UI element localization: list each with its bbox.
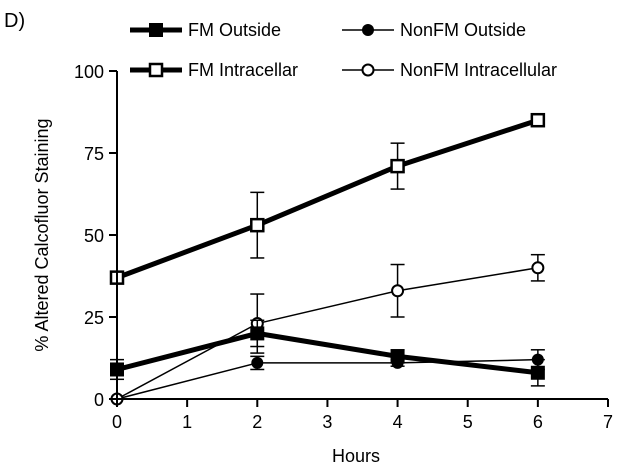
panel-label: D) — [4, 10, 25, 32]
series-0 — [110, 319, 545, 387]
legend-marker — [149, 23, 163, 37]
data-point — [530, 365, 545, 380]
x-tick-label: 3 — [322, 412, 332, 432]
data-point — [390, 158, 405, 174]
x-tick-label: 5 — [463, 412, 473, 432]
x-tick-label: 0 — [112, 412, 122, 432]
x-tick-label: 1 — [182, 412, 192, 432]
legend: FM Outside NonFM Outside FM Intracellar Non… — [130, 20, 557, 80]
series-2 — [109, 112, 546, 285]
y-tick-label: 0 — [94, 390, 104, 410]
legend-marker — [361, 63, 375, 77]
series-3 — [110, 253, 545, 406]
series-line — [116, 330, 539, 376]
x-axis-label: Hours — [332, 446, 380, 466]
data-point — [531, 261, 545, 275]
series-line — [116, 358, 538, 400]
legend-label: NonFM Outside — [400, 20, 526, 40]
legend-marker — [148, 62, 164, 78]
x-tick-label: 4 — [393, 412, 403, 432]
legend-marker — [362, 24, 374, 36]
y-tick-label: 25 — [84, 308, 104, 328]
legend-item-1: NonFM Outside — [342, 20, 526, 40]
data-point — [530, 112, 546, 128]
x-tick-label: 2 — [252, 412, 262, 432]
y-tick-label: 100 — [74, 62, 104, 82]
x-tick-label: 6 — [533, 412, 543, 432]
data-point — [250, 326, 265, 341]
legend-label: FM Outside — [188, 20, 281, 40]
legend-label: NonFM Intracellular — [400, 60, 557, 80]
data-point — [390, 349, 405, 364]
legend-label: FM Intracellar — [188, 60, 298, 80]
series-line — [116, 117, 539, 280]
y-axis-label: % Altered Calcofluor Staining — [32, 118, 52, 351]
legend-item-3: NonFM Intracellular — [342, 60, 557, 80]
data-point — [250, 217, 265, 233]
x-tick-label: 7 — [603, 412, 613, 432]
data-point — [251, 356, 264, 369]
y-tick-label: 75 — [84, 144, 104, 164]
data-point — [391, 284, 405, 298]
x-ticks: 0 1 2 3 4 5 6 7 — [112, 399, 613, 432]
series-1 — [111, 349, 545, 405]
y-ticks: 0 25 50 75 100 — [74, 62, 117, 410]
series-line — [116, 267, 538, 400]
legend-item-2: FM Intracellar — [130, 60, 298, 80]
legend-item-0: FM Outside — [130, 20, 281, 40]
y-tick-label: 50 — [84, 226, 104, 246]
plot-area — [109, 112, 546, 406]
